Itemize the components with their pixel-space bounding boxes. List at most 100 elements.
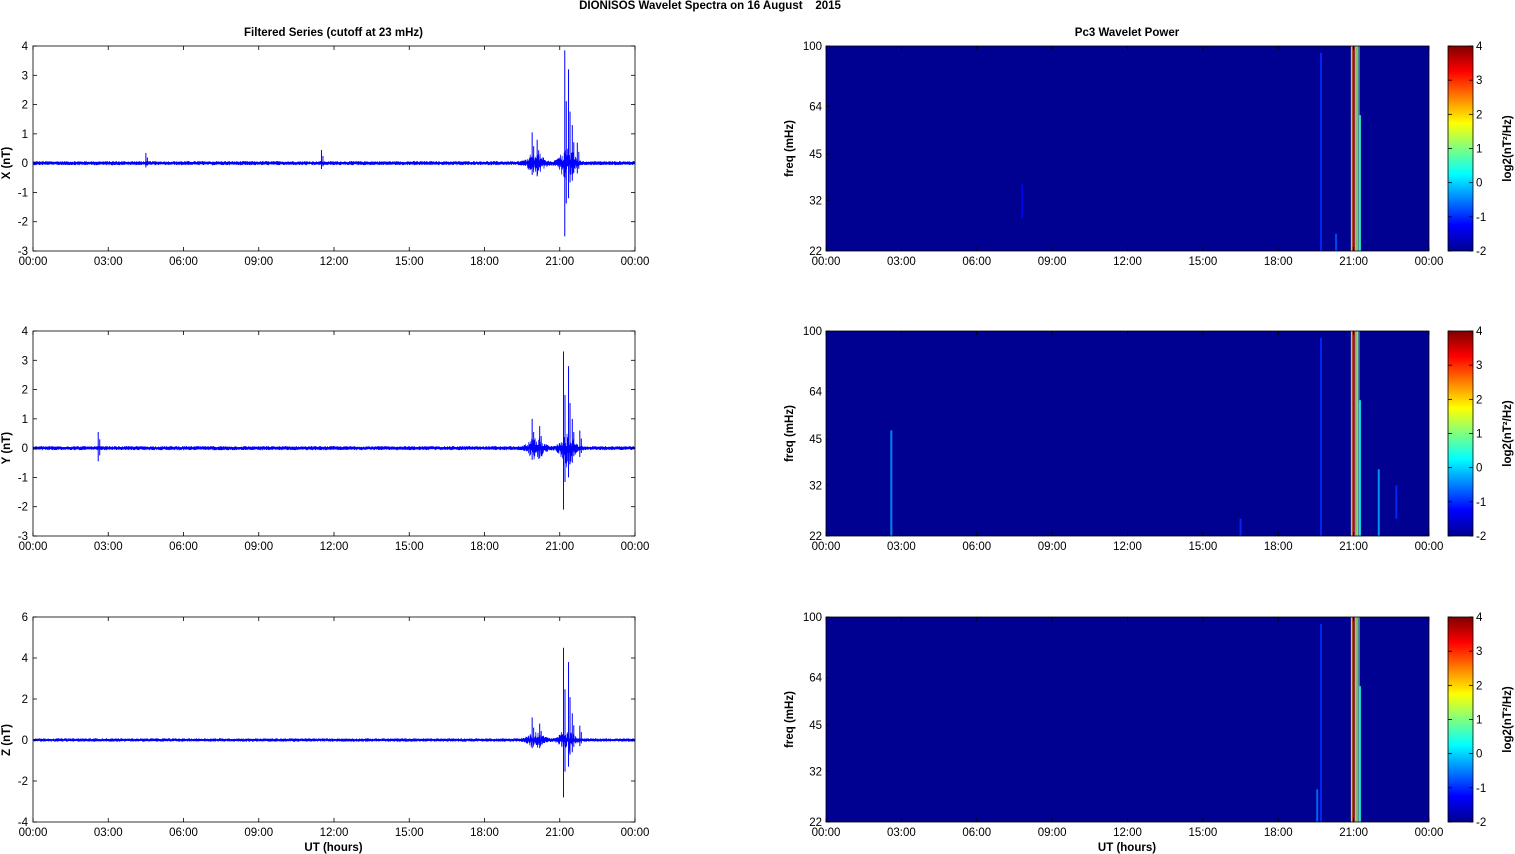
spectrum-feature <box>1356 617 1359 822</box>
series-plot-area <box>32 616 636 823</box>
y-tick-label: 1 <box>22 414 28 426</box>
y-tick-label: 22 <box>809 817 822 829</box>
series-line-z <box>32 731 636 753</box>
x-tick-label: 06:00 <box>962 256 991 268</box>
x-tick-label: 03:00 <box>887 541 916 553</box>
y-tick-label: 100 <box>803 612 822 624</box>
x-tick-label: 12:00 <box>320 541 349 553</box>
colorbar-tick-label: 4 <box>1476 326 1483 338</box>
spectrum-feature <box>1377 469 1380 536</box>
colorbar-tick-label: -2 <box>1476 531 1486 543</box>
x-tick-label: 00:00 <box>621 827 650 839</box>
x-tick-label: 15:00 <box>1188 827 1217 839</box>
spectrum-feature <box>1395 485 1398 519</box>
y-tick-label: -2 <box>18 502 28 514</box>
spectrum-feature <box>1350 46 1353 251</box>
x-tick-label: 00:00 <box>1415 541 1444 553</box>
colorbar <box>1447 330 1474 537</box>
left-x-axis-label: UT (hours) <box>304 842 362 854</box>
y-tick-label: 2 <box>22 385 28 397</box>
x-tick-label: 00:00 <box>1415 256 1444 268</box>
x-tick-label: 18:00 <box>1264 541 1293 553</box>
x-tick-label: 09:00 <box>1038 256 1067 268</box>
x-tick-label: 00:00 <box>621 541 650 553</box>
y-tick-label: 3 <box>22 70 28 82</box>
x-tick-label: 12:00 <box>320 827 349 839</box>
spectrum-feature <box>1358 686 1361 822</box>
x-tick-label: 12:00 <box>1113 256 1142 268</box>
spectrum-feature <box>1358 400 1361 536</box>
spectrum-feature <box>1352 617 1355 822</box>
spectrum-feature <box>890 430 893 536</box>
y-tick-label: 45 <box>809 720 822 732</box>
x-tick-label: 09:00 <box>244 256 273 268</box>
colorbar-tick-label: 3 <box>1476 646 1482 658</box>
x-tick-label: 15:00 <box>1188 541 1217 553</box>
y-tick-label: 64 <box>809 672 822 684</box>
spectrum-feature <box>1354 46 1357 251</box>
x-tick-label: 00:00 <box>1415 827 1444 839</box>
colorbar-tick-label: 4 <box>1476 612 1483 624</box>
colorbar-label: log2(nT²/Hz) <box>1502 400 1514 467</box>
y-tick-label: 64 <box>809 101 822 113</box>
colorbar-tick-label: 1 <box>1476 715 1482 727</box>
series-line-x <box>32 146 636 179</box>
x-tick-label: 18:00 <box>1264 256 1293 268</box>
y-tick-label: 4 <box>22 326 29 338</box>
colorbar-tick-label: 0 <box>1476 749 1482 761</box>
x-tick-label: 18:00 <box>470 256 499 268</box>
spectrum-feature <box>1350 617 1353 822</box>
spectrum-feature <box>1316 789 1319 822</box>
x-tick-label: 15:00 <box>1188 256 1217 268</box>
spectrum-feature <box>1354 617 1357 822</box>
figure-title: DIONISOS Wavelet Spectra on 16 August 20… <box>579 0 841 12</box>
y-tick-label: 0 <box>22 158 28 170</box>
x-tick-label: 15:00 <box>395 827 424 839</box>
x-tick-label: 03:00 <box>94 541 123 553</box>
x-tick-label: 15:00 <box>395 256 424 268</box>
y-tick-label: 4 <box>22 41 29 53</box>
y-tick-label: 2 <box>22 694 28 706</box>
y-tick-label: 0 <box>22 735 28 747</box>
y-tick-label: 45 <box>809 149 822 161</box>
y-tick-label: -1 <box>18 187 28 199</box>
x-tick-label: 21:00 <box>545 256 574 268</box>
x-tick-label: 21:00 <box>545 827 574 839</box>
x-tick-label: 00:00 <box>812 256 841 268</box>
spectrum-background <box>826 331 1429 536</box>
x-tick-label: 21:00 <box>1339 541 1368 553</box>
x-tick-label: 06:00 <box>169 827 198 839</box>
x-tick-label: 21:00 <box>1339 827 1368 839</box>
x-tick-label: 06:00 <box>962 827 991 839</box>
right-column-title: Pc3 Wavelet Power <box>1075 27 1180 39</box>
series-plot-area <box>32 45 636 252</box>
y-tick-label: 100 <box>803 41 822 53</box>
series-panel-x: -3 -2 -1 0 1 2 3 4 X (nT) 00:00 03:00 06:00 09:00 12:… <box>1 41 649 268</box>
y-axis-label: X (nT) <box>1 147 13 180</box>
y-axis-label: freq (mHz) <box>784 405 796 462</box>
x-tick-label: 09:00 <box>244 827 273 839</box>
y-tick-label: 45 <box>809 434 822 446</box>
x-tick-label: 21:00 <box>1339 256 1368 268</box>
spectrum-feature <box>1354 331 1357 536</box>
spectrum-feature <box>1239 518 1242 536</box>
x-tick-label: 00:00 <box>812 541 841 553</box>
colorbar-tick-label: -2 <box>1476 817 1486 829</box>
spectrum-feature <box>1358 115 1361 251</box>
colorbar <box>1447 616 1474 823</box>
x-tick-label: 18:00 <box>1264 827 1293 839</box>
x-tick-label: 06:00 <box>169 541 198 553</box>
colorbar-tick-label: 3 <box>1476 360 1482 372</box>
y-tick-label: -3 <box>18 246 28 258</box>
y-tick-label: -3 <box>18 531 28 543</box>
y-tick-label: 4 <box>22 653 29 665</box>
x-tick-label: 09:00 <box>1038 827 1067 839</box>
x-tick-label: 09:00 <box>244 541 273 553</box>
colorbar-tick-label: -1 <box>1476 783 1486 795</box>
x-tick-label: 18:00 <box>470 827 499 839</box>
series-panel-z: -4 -2 0 2 4 6 Z (nT) 00:00 03:00 06:00 09:00 12:00 1… <box>1 612 649 839</box>
